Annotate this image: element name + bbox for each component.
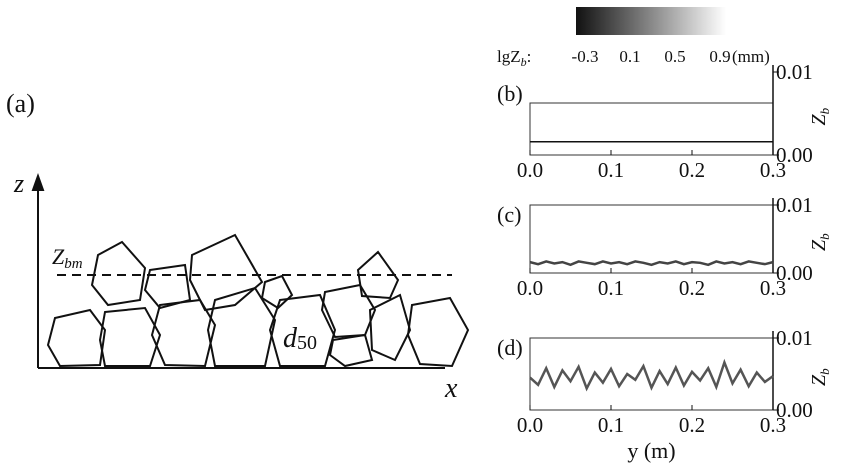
cb-colon: : (527, 47, 532, 66)
colorbar-label: lgZb: (497, 47, 531, 69)
colorbar-gradient (576, 7, 726, 35)
zbm-label: Zbm (52, 244, 83, 272)
x-label: y (m) (627, 438, 675, 463)
arrow (33, 176, 43, 190)
zbm-main: Z (52, 244, 65, 269)
plot-frame (530, 103, 773, 155)
grain (145, 265, 190, 308)
x-tick-label: 0.0 (517, 413, 543, 437)
colorbar-tick: 0.9 (709, 47, 730, 66)
y-label: Zb (808, 368, 832, 386)
x-tick-label: 0.0 (517, 276, 543, 300)
grain (190, 235, 262, 310)
y-tick-label: 0.01 (776, 193, 813, 217)
y-label-sub: b (817, 368, 832, 375)
y-tick-label: 0.00 (776, 398, 813, 422)
panel-label: (a) (6, 89, 35, 118)
y-tick-label: 0.00 (776, 261, 813, 285)
grain (370, 295, 410, 360)
d50-label: d50 (283, 323, 317, 354)
y-label-sub: b (817, 233, 832, 240)
y-label: Zb (808, 107, 832, 125)
cb-main: lgZ (497, 47, 521, 66)
x-tick-label: 0.0 (517, 158, 543, 182)
z-label: z (13, 169, 24, 198)
x-label: x (444, 373, 458, 404)
x-tick-label: 0.2 (679, 276, 705, 300)
colorbar: lgZb: (mm) -0.3 0.1 0.5 0.9 (497, 7, 770, 69)
line (530, 261, 773, 264)
y-label: Zb (808, 233, 832, 251)
colorbar-unit: (mm) (732, 47, 770, 66)
colorbar-tick: -0.3 (572, 47, 599, 66)
grain (48, 310, 105, 366)
colorbar-tick: 0.5 (664, 47, 685, 66)
colorbar-tick: 0.1 (619, 47, 640, 66)
panel-label: (c) (497, 202, 521, 227)
x-tick-label: 0.2 (679, 413, 705, 437)
grain (100, 308, 160, 366)
panel-label: (b) (497, 81, 523, 106)
x-tick-label: 0.1 (598, 158, 624, 182)
grain (92, 242, 145, 305)
zbm-sub: bm (64, 256, 83, 272)
y-label-sub: b (817, 107, 832, 114)
panel-label: (d) (497, 335, 523, 360)
x-tick-label: 0.2 (679, 158, 705, 182)
d-main: d (283, 323, 298, 354)
grain (322, 285, 375, 337)
x-tick-label: 0.1 (598, 276, 624, 300)
grain (408, 298, 468, 366)
grain (330, 335, 372, 366)
y-tick-label: 0.00 (776, 143, 813, 167)
grain (262, 276, 292, 308)
y-tick-label: 0.01 (776, 326, 813, 350)
y-tick-label: 0.01 (776, 60, 813, 84)
figure: (a) z x Zbm d50 lgZb: (mm) -0.30.10.50.9… (0, 0, 852, 473)
line (530, 362, 773, 388)
x-tick-label: 0.1 (598, 413, 624, 437)
schematic: (a) z x Zbm d50 (6, 89, 468, 404)
d-sub: 50 (297, 332, 317, 354)
